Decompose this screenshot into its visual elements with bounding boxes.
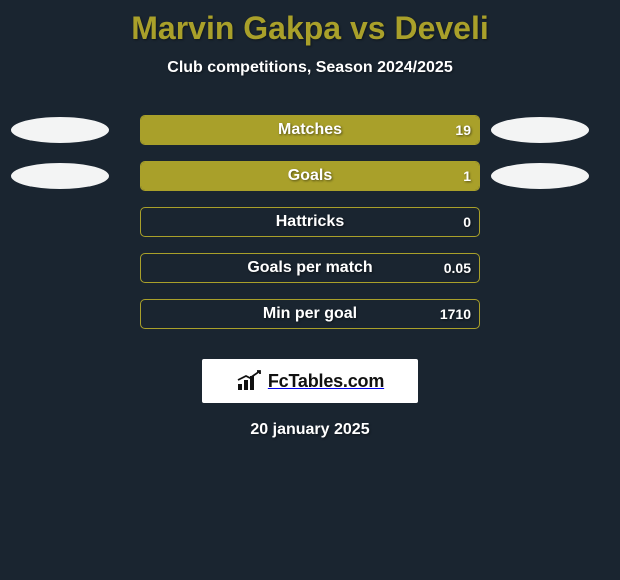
page-root: Marvin Gakpa vs Develi Club competitions…: [0, 0, 620, 580]
stats-block: Matches 19 Goals 1 Hattricks 0: [0, 107, 620, 337]
stat-label: Goals per match: [141, 254, 479, 282]
stat-row-hattricks: Hattricks 0: [0, 199, 620, 245]
stat-row-goals-per-match: Goals per match 0.05: [0, 245, 620, 291]
bar-chart-icon: [236, 370, 262, 392]
stat-row-min-per-goal: Min per goal 1710: [0, 291, 620, 337]
stat-bar-fill: [141, 162, 479, 190]
footer-date: 20 january 2025: [0, 421, 620, 439]
stat-bar: Matches 19: [140, 115, 480, 145]
page-title: Marvin Gakpa vs Develi: [0, 0, 620, 47]
title-player-right: Develi: [394, 10, 488, 46]
title-vs: vs: [341, 10, 394, 46]
right-marker-icon: [491, 163, 589, 189]
stat-label: Hattricks: [141, 208, 479, 236]
stat-row-matches: Matches 19: [0, 107, 620, 153]
title-player-left: Marvin Gakpa: [131, 10, 341, 46]
stat-bar: Goals 1: [140, 161, 480, 191]
stat-bar: Min per goal 1710: [140, 299, 480, 329]
left-marker-icon: [11, 117, 109, 143]
stat-bar-fill: [141, 116, 479, 144]
stat-value: 0: [463, 208, 471, 236]
subtitle: Club competitions, Season 2024/2025: [0, 59, 620, 77]
brand-label: FcTables.com: [268, 371, 384, 392]
stat-row-goals: Goals 1: [0, 153, 620, 199]
stat-bar: Hattricks 0: [140, 207, 480, 237]
stat-bar: Goals per match 0.05: [140, 253, 480, 283]
right-marker-icon: [491, 117, 589, 143]
stat-value: 1710: [440, 300, 471, 328]
stat-label: Min per goal: [141, 300, 479, 328]
left-marker-icon: [11, 163, 109, 189]
stat-value: 0.05: [444, 254, 471, 282]
brand-badge[interactable]: FcTables.com: [202, 359, 418, 403]
